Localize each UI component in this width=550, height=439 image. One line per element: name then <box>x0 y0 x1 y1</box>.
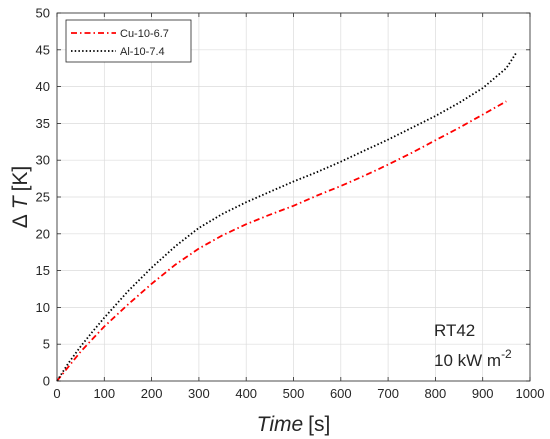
y-tick-label: 40 <box>36 79 50 94</box>
y-tick-label: 10 <box>36 300 50 315</box>
x-tick-label: 400 <box>235 386 257 401</box>
y-axis-title-italic: T <box>9 194 32 209</box>
y-tick-label: 30 <box>36 153 50 168</box>
legend-label-cu: Cu-10-6.7 <box>120 28 169 40</box>
x-axis-title: Time [s] <box>257 413 331 436</box>
x-tick-label: 300 <box>188 386 210 401</box>
y-axis-title-unit: [K] <box>9 166 32 192</box>
x-tick-labels: 0 100 200 300 400 500 600 700 800 900 1000 <box>53 386 544 401</box>
x-tick-label: 800 <box>425 386 447 401</box>
legend-label-al: Al-10-7.4 <box>120 46 165 58</box>
grid <box>56 12 531 382</box>
y-tick-label: 15 <box>36 263 50 278</box>
legend: Cu-10-6.7 Al-10-7.4 <box>65 19 192 63</box>
y-tick-label: 50 <box>36 6 50 21</box>
x-tick-label: 1000 <box>516 386 545 401</box>
y-tick-label: 25 <box>36 190 50 205</box>
y-tick-label: 35 <box>36 116 50 131</box>
plot-frame <box>56 12 531 382</box>
legend-box <box>65 19 192 63</box>
y-tick-label: 0 <box>43 374 50 389</box>
series-layer <box>56 53 517 382</box>
annotation-heat-flux: 10 kW m-2 <box>434 347 512 370</box>
x-tick-label: 600 <box>330 386 352 401</box>
x-tick-label: 200 <box>141 386 163 401</box>
series-line-cu-10-6-7 <box>56 100 507 382</box>
x-tick-label: 900 <box>472 386 494 401</box>
x-tick-label: 500 <box>283 386 305 401</box>
annotation-heat-flux-base: 10 kW m <box>434 351 501 370</box>
y-axis-title: ΔT [K] <box>9 166 32 229</box>
y-axis-title-prefix: Δ <box>9 214 32 228</box>
annotation-heat-flux-exponent: -2 <box>501 347 512 361</box>
x-axis-title-italic: Time <box>257 413 303 436</box>
annotation-material: RT42 <box>434 321 475 340</box>
x-tick-label: 100 <box>93 386 115 401</box>
y-tick-label: 45 <box>36 42 50 57</box>
y-tick-label: 20 <box>36 226 50 241</box>
x-tick-label: 0 <box>53 386 60 401</box>
x-axis-title-unit: [s] <box>308 413 330 436</box>
y-tick-label: 5 <box>43 337 50 352</box>
y-tick-labels: 0 5 10 15 20 25 30 35 40 45 50 <box>36 6 50 389</box>
x-tick-label: 700 <box>377 386 399 401</box>
